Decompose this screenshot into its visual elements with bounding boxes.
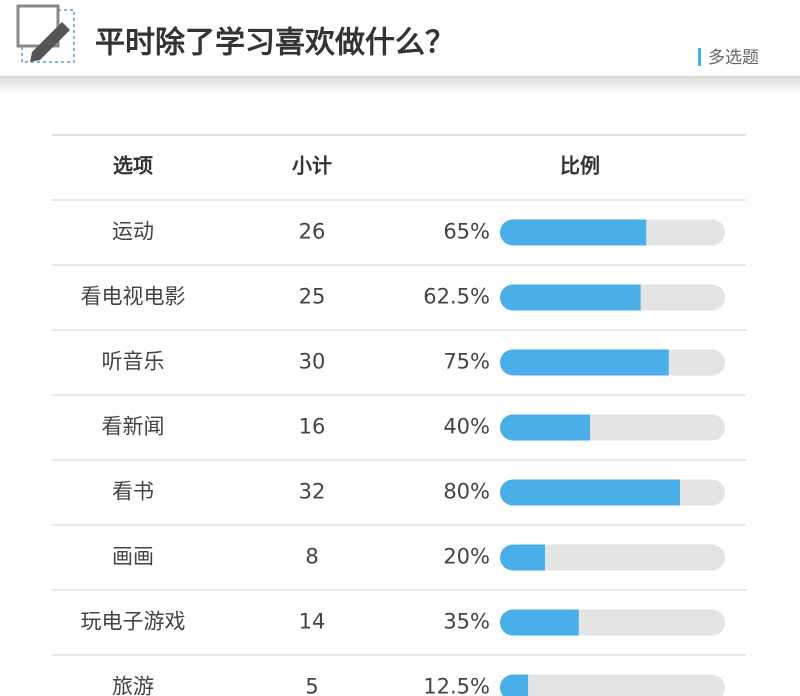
option-label: 画画	[112, 545, 154, 569]
ratio-bar	[500, 479, 680, 506]
ratio-bar	[500, 414, 590, 441]
ratio-label: 20%	[443, 545, 490, 569]
count-value: 16	[299, 415, 326, 439]
ratio-bar	[500, 219, 647, 246]
bar-track	[500, 544, 725, 571]
count-value: 14	[299, 610, 326, 634]
ratio-label: 80%	[443, 480, 490, 504]
header-shadow	[0, 76, 800, 94]
count-value: 30	[299, 350, 326, 374]
ratio-label: 62.5%	[423, 285, 490, 309]
ratio-bar	[500, 349, 669, 376]
option-label: 看书	[112, 480, 154, 504]
edit-icon	[16, 4, 75, 63]
ratio-bar	[500, 609, 579, 636]
option-label: 玩电子游戏	[81, 610, 186, 634]
ratio-label: 12.5%	[423, 675, 490, 696]
ratio-label: 75%	[443, 350, 490, 374]
tag-marker	[698, 48, 701, 66]
count-value: 8	[305, 545, 318, 569]
count-value: 32	[299, 480, 326, 504]
ratio-label: 40%	[443, 415, 490, 439]
column-header: 比例	[560, 154, 600, 178]
option-label: 听音乐	[102, 350, 165, 374]
count-value: 5	[305, 675, 318, 696]
option-label: 旅游	[112, 675, 154, 696]
count-value: 25	[299, 285, 326, 309]
question-type: 多选题	[708, 48, 759, 68]
bar-track	[500, 674, 725, 696]
page-title: 平时除了学习喜欢做什么？	[95, 26, 455, 61]
count-value: 26	[299, 220, 326, 244]
option-label: 看新闻	[102, 415, 165, 439]
ratio-bar	[500, 544, 545, 571]
ratio-label: 35%	[443, 610, 490, 634]
ratio-label: 65%	[443, 220, 490, 244]
option-label: 看电视电影	[81, 285, 186, 309]
ratio-bar	[500, 674, 529, 696]
option-label: 运动	[112, 220, 154, 244]
column-header: 选项	[113, 154, 153, 178]
column-header: 小计	[292, 154, 332, 178]
ratio-bar	[500, 284, 641, 311]
